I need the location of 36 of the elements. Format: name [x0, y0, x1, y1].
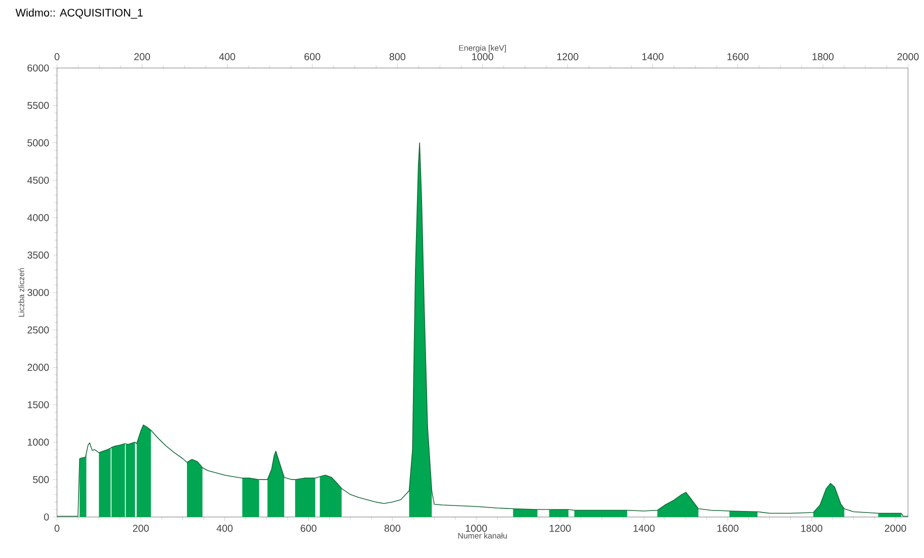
x-tick-label: 1600 [717, 524, 738, 532]
x-tick-label: 1800 [801, 524, 822, 532]
x2-tick-label: 0 [54, 53, 60, 60]
x2-tick-label: 800 [390, 53, 406, 60]
y-tick-label: 1000 [28, 438, 49, 446]
x-tick-label: 400 [216, 524, 233, 532]
x2-tick-label: 1200 [557, 53, 578, 60]
x-tick-label: 800 [384, 524, 400, 532]
x2-tick-label: 2000 [897, 53, 919, 60]
y-tick-label: 0 [44, 513, 49, 521]
x-tick-label: 0 [54, 524, 60, 532]
x-tick-label: 1400 [634, 524, 655, 532]
x2-tick-label: 1000 [472, 53, 494, 60]
y-tick-label: 6000 [28, 64, 49, 72]
x2-tick-label: 1400 [642, 53, 664, 60]
y-tick-label: 4500 [27, 176, 49, 184]
x-tick-label: 1000 [466, 524, 487, 532]
x2-tick-label: 1600 [727, 53, 748, 60]
x-tick-label: 1200 [550, 524, 571, 532]
x-tick-label: 600 [300, 524, 316, 532]
x-tick-label: 200 [133, 524, 149, 532]
x2-tick-label: 200 [134, 53, 150, 60]
y-tick-label: 4000 [27, 214, 49, 222]
x2-tick-label: 600 [304, 53, 320, 60]
y-tick-label: 2000 [28, 364, 49, 371]
y-tick-label: 5500 [27, 102, 49, 109]
y-tick-label: 2500 [28, 326, 49, 334]
x2-tick-label: 1800 [812, 53, 834, 60]
y-tick-label: 5000 [27, 139, 49, 146]
y-tick-label: 3000 [27, 288, 49, 296]
y-tick-label: 3500 [27, 252, 49, 259]
y-tick-label: 1500 [28, 401, 49, 408]
chart-title: Widmo:: ACQUISITION_1 [16, 8, 143, 19]
x-tick-label: 2000 [884, 524, 906, 532]
x2-tick-label: 400 [219, 53, 236, 60]
y-tick-label: 500 [33, 476, 49, 484]
